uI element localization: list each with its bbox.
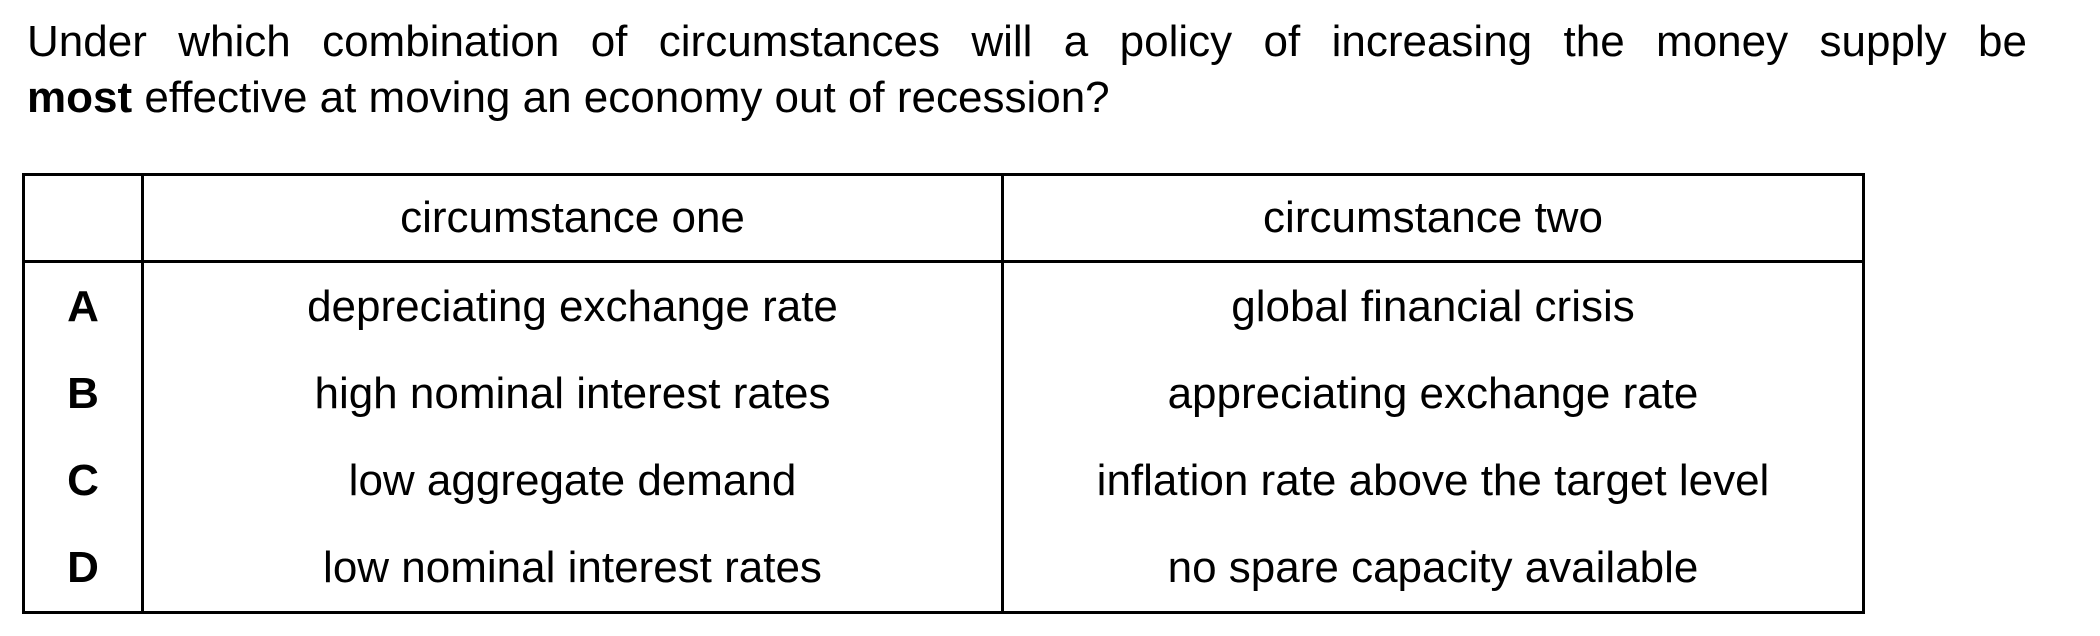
question-line-2: most effective at moving an economy out …: [27, 70, 2027, 126]
option-letter: B: [22, 350, 144, 437]
circumstance-two-cell: inflation rate above the target level: [1002, 437, 1865, 524]
circumstance-one-cell: depreciating exchange rate: [142, 261, 1004, 350]
question-line-1: Under which combination of circumstances…: [27, 17, 2027, 66]
header-circumstance-two: circumstance two: [1002, 173, 1865, 263]
circumstance-one-cell: low aggregate demand: [142, 437, 1004, 524]
header-blank-cell: [22, 173, 144, 263]
header-circumstance-one: circumstance one: [142, 173, 1004, 263]
option-letter: A: [22, 261, 144, 350]
table-header-row: circumstance one circumstance two: [22, 173, 1865, 263]
question-text: Under which combination of circumstances…: [27, 14, 2027, 126]
emphasis-word: most: [27, 73, 133, 122]
question-line-2-rest: effective at moving an economy out of re…: [132, 73, 1110, 122]
option-row-c: C low aggregate demand inflation rate ab…: [22, 437, 1865, 524]
option-row-a: A depreciating exchange rate global fina…: [22, 261, 1865, 350]
circumstance-two-cell: no spare capacity available: [1002, 524, 1865, 614]
option-letter: D: [22, 524, 144, 614]
circumstance-one-cell: high nominal interest rates: [142, 350, 1004, 437]
circumstance-two-cell: global financial crisis: [1002, 261, 1865, 350]
option-row-d: D low nominal interest rates no spare ca…: [22, 524, 1865, 614]
circumstance-two-cell: appreciating exchange rate: [1002, 350, 1865, 437]
options-table: circumstance one circumstance two A depr…: [22, 173, 1865, 614]
option-row-b: B high nominal interest rates appreciati…: [22, 350, 1865, 437]
option-letter: C: [22, 437, 144, 524]
circumstance-one-cell: low nominal interest rates: [142, 524, 1004, 614]
